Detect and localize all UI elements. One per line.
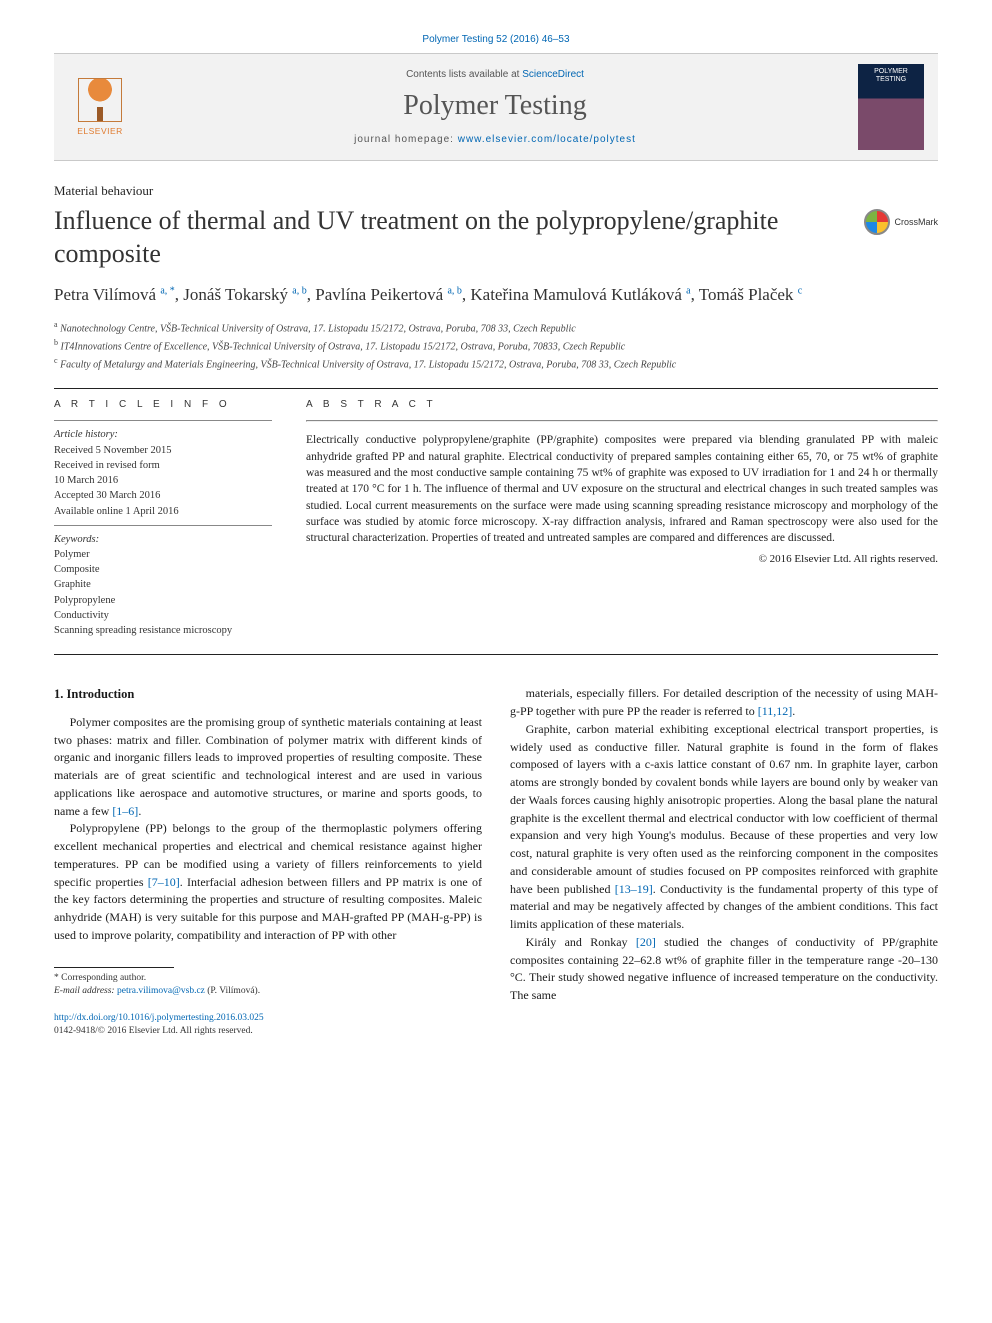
citation-link[interactable]: [20] [636,935,656,949]
article-history: Article history: Received 5 November 201… [54,427,272,518]
journal-header: ELSEVIER Contents lists available at Sci… [54,53,938,161]
contents-prefix: Contents lists available at [406,69,522,80]
homepage-line: journal homepage: www.elsevier.com/locat… [146,134,844,145]
elsevier-logo: ELSEVIER [68,71,132,143]
keywords: Keywords: PolymerCompositeGraphitePolypr… [54,532,272,639]
citation-link[interactable]: [1–6] [112,804,138,818]
affil-sup: c [54,356,58,365]
citation-link[interactable]: [7–10] [148,875,180,889]
body-paragraph: Polymer composites are the promising gro… [54,714,482,821]
journal-cover-thumb: POLYMER TESTING [858,64,924,150]
citation-line: Polymer Testing 52 (2016) 46–53 [54,34,938,45]
email-person: (P. Vilímová). [207,986,260,996]
authors: Petra Vilímová a, *, Jonáš Tokarský a, b… [54,284,938,307]
citation-link[interactable]: [13–19] [615,882,653,896]
intro-heading: 1. Introduction [54,685,482,704]
author-affil-sup: c [798,285,802,296]
body-col-right: materials, especially fillers. For detai… [510,685,938,1038]
affil-sup: a [54,320,58,329]
corresponding-author: * Corresponding author. [54,972,482,985]
history-line: 10 March 2016 [54,473,272,488]
page: Polymer Testing 52 (2016) 46–53 ELSEVIER… [0,0,992,1079]
abstract-copyright: © 2016 Elsevier Ltd. All rights reserved… [306,553,938,565]
author-affil-sup: a, b [292,285,306,296]
article-info-heading: A R T I C L E I N F O [54,399,272,410]
keyword: Graphite [54,577,272,592]
affiliation: c Faculty of Metalurgy and Materials Eng… [54,355,938,373]
homepage-link[interactable]: www.elsevier.com/locate/polytest [458,134,636,145]
keyword: Composite [54,562,272,577]
history-line: Received in revised form [54,458,272,473]
section-rule [54,388,938,389]
affil-sup: b [54,338,58,347]
keyword: Polypropylene [54,593,272,608]
body-paragraph: Király and Ronkay [20] studied the chang… [510,934,938,1005]
elsevier-wordmark: ELSEVIER [77,126,123,136]
corresponding-email-link[interactable]: petra.vilimova@vsb.cz [117,986,205,996]
author-affil-sup: a [686,285,690,296]
homepage-prefix: journal homepage: [354,134,458,145]
history-line: Received 5 November 2015 [54,443,272,458]
info-rule [54,525,272,526]
journal-name: Polymer Testing [146,90,844,122]
keywords-label: Keywords: [54,532,272,547]
keyword: Scanning spreading resistance microscopy [54,623,272,638]
email-label: E-mail address: [54,986,115,996]
abstract-heading: A B S T R A C T [306,399,938,410]
section-rule [54,654,938,655]
abstract: A B S T R A C T Electrically conductive … [306,399,938,638]
abstract-rule [306,420,938,422]
body-paragraph: Polypropylene (PP) belongs to the group … [54,820,482,944]
footnotes: * Corresponding author. E-mail address: … [54,972,482,999]
issn-copyright: 0142-9418/© 2016 Elsevier Ltd. All right… [54,1026,253,1036]
article-title: Influence of thermal and UV treatment on… [54,205,852,270]
history-line: Accepted 30 March 2016 [54,488,272,503]
affiliation: a Nanotechnology Centre, VŠB-Technical U… [54,319,938,337]
crossmark-label: CrossMark [894,217,938,227]
elsevier-tree-icon [78,78,122,122]
crossmark[interactable]: CrossMark [864,209,938,235]
author-affil-sup: a, * [160,285,174,296]
sciencedirect-link[interactable]: ScienceDirect [522,69,584,80]
info-rule [54,420,272,421]
keyword: Conductivity [54,608,272,623]
footnote-rule [54,967,174,968]
affiliations: a Nanotechnology Centre, VŠB-Technical U… [54,319,938,372]
history-label: Article history: [54,427,272,442]
contents-lists-line: Contents lists available at ScienceDirec… [146,69,844,80]
body-columns: 1. Introduction Polymer composites are t… [54,685,938,1038]
doi-link[interactable]: http://dx.doi.org/10.1016/j.polymertesti… [54,1013,264,1023]
header-center: Contents lists available at ScienceDirec… [146,69,844,145]
doi-block: http://dx.doi.org/10.1016/j.polymertesti… [54,1012,482,1039]
body-paragraph: Graphite, carbon material exhibiting exc… [510,721,938,934]
body-col-left: 1. Introduction Polymer composites are t… [54,685,482,1038]
article-section-label: Material behaviour [54,183,938,199]
email-line: E-mail address: petra.vilimova@vsb.cz (P… [54,985,482,998]
abstract-text: Electrically conductive polypropylene/gr… [306,432,938,546]
author-affil-sup: a, b [447,285,461,296]
article-info: A R T I C L E I N F O Article history: R… [54,399,272,638]
crossmark-icon [864,209,890,235]
history-line: Available online 1 April 2016 [54,504,272,519]
info-abstract-row: A R T I C L E I N F O Article history: R… [54,399,938,638]
affiliation: b IT4Innovations Centre of Excellence, V… [54,337,938,355]
keyword: Polymer [54,547,272,562]
title-row: Influence of thermal and UV treatment on… [54,205,938,270]
citation-link[interactable]: [11,12] [758,704,793,718]
body-paragraph: materials, especially fillers. For detai… [510,685,938,721]
